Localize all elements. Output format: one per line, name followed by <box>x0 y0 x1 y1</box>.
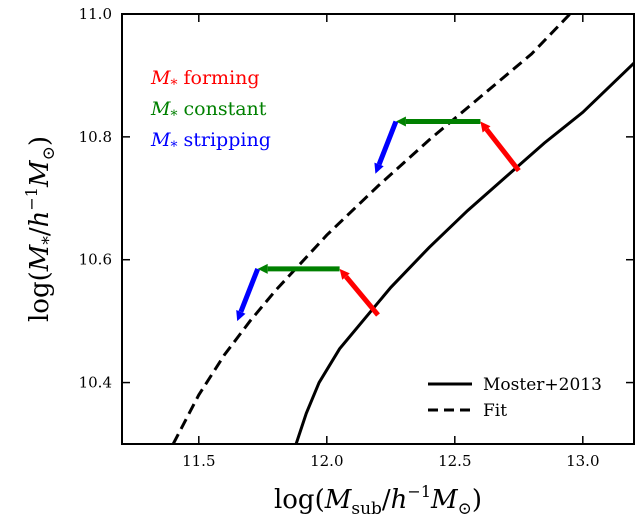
legend-entry-fit: Fit <box>428 401 507 421</box>
arrow-stripping <box>236 268 261 322</box>
annotation-forming: M* forming <box>150 67 260 93</box>
x-axis-label: log(Msub/h−1M⊙) <box>274 482 482 519</box>
svg-text:Fit: Fit <box>483 401 507 421</box>
svg-text:Moster+2013: Moster+2013 <box>483 375 602 395</box>
x-tick-label: 11.5 <box>182 452 215 470</box>
x-tick-label: 12.0 <box>310 452 343 470</box>
curves <box>171 14 634 444</box>
y-tick-label: 10.8 <box>79 128 112 146</box>
arrow-forming <box>339 268 380 317</box>
y-tick-label: 11.0 <box>79 5 112 23</box>
arrow-stripping <box>374 120 399 174</box>
annotation-constant: M* constant <box>150 98 267 124</box>
series-line-moster <box>294 62 634 444</box>
y-tick-label: 10.6 <box>79 251 112 269</box>
arrows <box>236 116 521 322</box>
series-line-fit <box>171 14 572 444</box>
annotations: M* forming M* constant M* stripping <box>150 67 271 155</box>
x-tick-label: 12.5 <box>438 452 471 470</box>
arrow-constant <box>395 116 481 127</box>
x-tick-label: 13.0 <box>566 452 599 470</box>
y-axis-label: log(M*/h−1M⊙) <box>22 136 59 322</box>
annotation-stripping: M* stripping <box>150 129 271 155</box>
legend-entry-moster: Moster+2013 <box>428 375 602 395</box>
y-tick-label: 10.4 <box>79 374 112 392</box>
arrow-constant <box>257 263 340 274</box>
arrow-forming <box>480 121 521 173</box>
ticks: 11.5 12.0 12.5 13.0 10.4 10.6 10.8 11.0 <box>79 5 634 470</box>
legend: Moster+2013 Fit <box>428 375 602 421</box>
plot-frame <box>121 13 635 445</box>
